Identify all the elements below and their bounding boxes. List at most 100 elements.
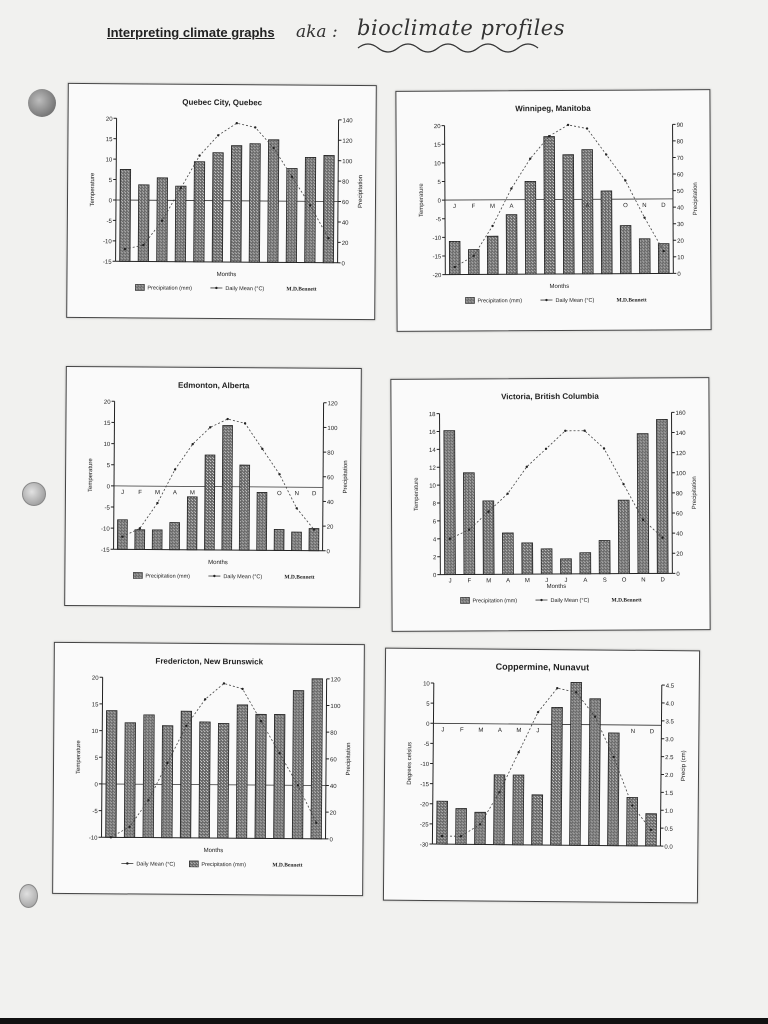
temperature-point-4 (198, 154, 201, 157)
bar-s-8 (588, 698, 601, 846)
y-axis-label-right: Precip (cm) (681, 750, 687, 781)
left-tick-label: -15 (103, 260, 112, 266)
bar-j-6 (221, 425, 233, 551)
bottom-axis (445, 272, 674, 276)
bar-o-9 (607, 732, 620, 847)
temperature-point-5 (536, 710, 540, 714)
left-tick-label: 14 (429, 448, 436, 454)
month-label: A (173, 490, 177, 496)
bar-o-9 (619, 225, 632, 275)
bar-s-8 (598, 540, 611, 575)
month-label: M (525, 578, 530, 584)
month-label: A (498, 728, 502, 734)
right-tick-label: 60 (327, 475, 334, 481)
left-tick-label: -5 (424, 742, 430, 748)
bar-j-0 (116, 519, 128, 550)
bar-s-8 (267, 139, 280, 263)
temperature-point-7 (243, 422, 247, 425)
binder-hole-3 (19, 884, 38, 908)
left-tick-label: 5 (95, 756, 99, 762)
bar-j-0 (105, 710, 118, 838)
temperature-point-7 (254, 126, 257, 129)
left-tick-label: 10 (434, 161, 441, 167)
temperature-line (110, 682, 317, 838)
legend-bar-swatch (135, 284, 145, 291)
bar-a-3 (161, 725, 174, 839)
bar-m-4 (512, 774, 525, 846)
bottom-edge (0, 1018, 768, 1024)
left-tick-label: -10 (432, 236, 441, 242)
chart-title: Coppermine, Nunavut (496, 662, 590, 673)
bar-o-9 (273, 529, 285, 551)
temperature-point-9 (278, 473, 281, 476)
temperature-point-3 (166, 761, 169, 765)
right-axis (672, 124, 674, 274)
month-label: D (650, 729, 655, 735)
credit-label: M.D.Bennett (284, 575, 314, 581)
left-tick-label: -15 (420, 782, 429, 788)
bar-m-4 (179, 710, 193, 839)
bar-n-10 (291, 531, 302, 552)
legend-bar-swatch (133, 572, 143, 579)
bar-n-10 (291, 690, 305, 840)
right-tick-label: 60 (676, 511, 683, 517)
chart-panel-fredericton: Fredericton, New Brunswick -10 -5 0 5 10 15 20 0… (52, 641, 365, 897)
temperature-point-9 (624, 179, 627, 182)
credit-label: M.D.Bennett (286, 286, 316, 292)
legend-line-point (215, 286, 218, 290)
temperature-point-1 (138, 527, 142, 530)
chart-title: Fredericton, New Brunswick (155, 657, 263, 667)
right-tick-label: 10 (677, 255, 684, 261)
binder-hole-2 (22, 482, 46, 506)
temperature-point-7 (583, 429, 586, 432)
temperature-point-0 (109, 836, 113, 839)
bar-n-10 (304, 156, 317, 264)
temperature-point-6 (226, 417, 229, 421)
month-label: O (277, 491, 282, 497)
left-tick-label: -5 (436, 217, 442, 223)
bar-f-1 (137, 184, 150, 262)
temperature-point-7 (575, 691, 578, 694)
left-axis (431, 683, 435, 845)
right-tick-label: 60 (677, 172, 684, 178)
month-label: O (623, 203, 628, 209)
right-tick-label: 3.5 (665, 719, 674, 725)
bar-m-4 (524, 180, 537, 275)
month-label: F (468, 578, 472, 584)
left-tick-label: -20 (420, 802, 429, 808)
left-tick-label: -5 (104, 505, 110, 511)
left-tick-label: 20 (92, 676, 99, 682)
temperature-point-11 (315, 821, 318, 824)
right-tick-label: 0 (327, 549, 331, 555)
left-tick-label: 10 (423, 681, 430, 687)
right-tick-label: 0 (676, 572, 680, 578)
bar-s-8 (254, 713, 267, 839)
temperature-point-10 (296, 784, 300, 787)
credit-label: M.D.Bennett (616, 298, 646, 304)
right-tick-label: 90 (677, 123, 684, 129)
chart-coppermine: Coppermine, Nunavut -30 -25 -20 -15 -10 -5 0 5 10… (407, 662, 687, 851)
bar-s-8 (600, 190, 613, 275)
right-tick-label: 160 (676, 411, 687, 417)
month-label: D (661, 577, 666, 583)
month-label: N (642, 203, 646, 209)
temperature-point-11 (312, 528, 316, 531)
legend-line-point (545, 298, 548, 302)
legend-line-point (126, 862, 129, 865)
legend-line-point (213, 574, 216, 578)
page-title: Interpreting climate graphs (107, 25, 275, 40)
month-label: F (460, 728, 464, 734)
bar-m-2 (482, 500, 495, 575)
right-tick-label: 80 (677, 139, 684, 145)
right-tick-label: 1.5 (665, 791, 674, 797)
bar-f-1 (134, 529, 146, 550)
temperature-point-9 (622, 482, 625, 486)
left-tick-label: 2 (433, 555, 437, 561)
bar-a-7 (569, 682, 583, 846)
bottom-axis (440, 572, 673, 576)
month-label: J (441, 727, 444, 733)
month-label: J (565, 578, 568, 584)
bar-a-3 (493, 774, 506, 846)
y-axis-label-right: Precipitation (343, 460, 349, 493)
temperature-point-1 (142, 243, 145, 247)
